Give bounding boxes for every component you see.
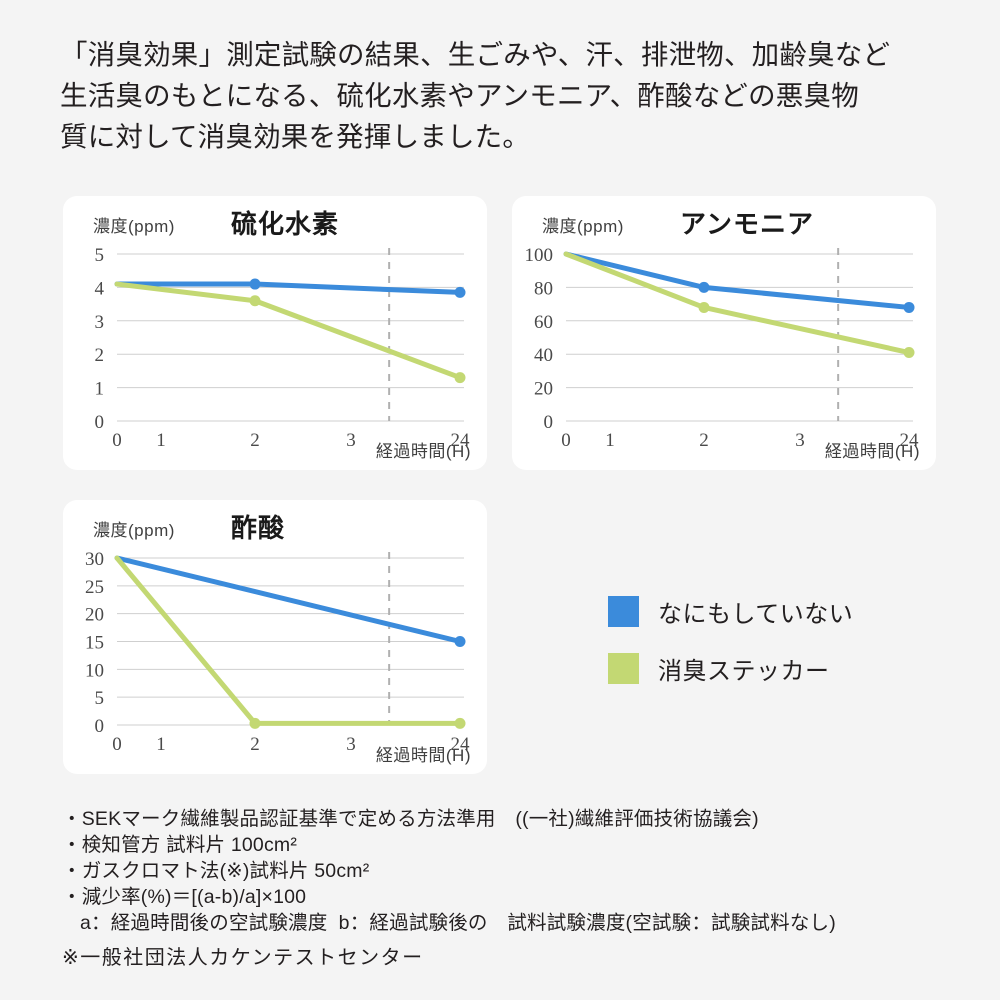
svg-text:0: 0	[112, 734, 122, 755]
svg-text:24: 24	[451, 430, 471, 451]
svg-text:1: 1	[156, 734, 166, 755]
svg-text:24: 24	[451, 734, 471, 755]
svg-text:3: 3	[346, 734, 356, 755]
svg-text:15: 15	[85, 633, 104, 654]
svg-text:0: 0	[95, 412, 105, 433]
legend-label: なにもしていない	[658, 601, 854, 628]
legend-item-deodorant-sticker: 消臭ステッカー	[608, 651, 908, 686]
chart-plot-area: 0 1 2 3 4 5 0 1 2 3 24	[95, 245, 471, 451]
footnote-line: ・減少率(%)＝[(a-b)/a]×100	[62, 886, 307, 908]
chart-plot-area: 0 5 10 15 20 25 30 0 1 2 3 24	[85, 549, 471, 755]
intro-paragraph: 「消臭効果」測定試験の結果、生ごみや、汗、排泄物、加齢臭など 生活臭のもとになる…	[60, 39, 891, 152]
y-axis-unit-label: 濃度(ppm)	[93, 521, 175, 540]
svg-text:24: 24	[900, 430, 920, 451]
chart-card-ammonia: 濃度(ppm) アンモニア 0 20 40 60 80 100 0 1 2 3 24 経過時間(H)	[512, 196, 936, 470]
svg-text:2: 2	[250, 734, 260, 755]
footnote-list: ・SEKマーク繊維製品認証基準で定める方法準用 ((一社)繊維評価技術協議会) …	[62, 806, 952, 936]
y-axis-unit-label: 濃度(ppm)	[542, 217, 624, 236]
svg-text:10: 10	[85, 660, 104, 681]
svg-text:40: 40	[534, 345, 553, 366]
chart-card-hydrogen-sulfide: 濃度(ppm) 硫化水素 0 1 2 3 4 5 0 1 2 3 24 経過時間(H)	[63, 196, 487, 470]
legend-swatch-green	[608, 653, 639, 684]
source-note: ※一般社団法人カケンテストセンター	[62, 947, 424, 969]
chart-title: アンモニア	[680, 209, 814, 239]
footnote-formula-legend: a：経過時間後の空試験濃度 b：経過試験後の 試料試験濃度(空試験：試験試料なし…	[80, 912, 836, 934]
legend-item-untreated: なにもしていない	[608, 594, 908, 629]
chart-title: 硫化水素	[231, 209, 340, 239]
chart-legend: なにもしていない 消臭ステッカー	[608, 594, 908, 708]
chart-title: 酢酸	[231, 513, 286, 543]
svg-text:0: 0	[561, 430, 571, 451]
svg-text:25: 25	[85, 577, 104, 598]
svg-text:60: 60	[534, 312, 553, 333]
footnote-line: ・ガスクロマト法(※)試料片 50cm²	[62, 860, 370, 882]
svg-text:100: 100	[525, 245, 554, 266]
svg-text:20: 20	[534, 379, 553, 400]
x-axis-label: 経過時間(H)	[375, 746, 471, 765]
x-axis-label: 経過時間(H)	[375, 442, 471, 461]
chart-plot-area: 0 20 40 60 80 100 0 1 2 3 24	[525, 245, 920, 451]
footnote-line: ・SEKマーク繊維製品認証基準で定める方法準用 ((一社)繊維評価技術協議会)	[62, 808, 759, 830]
svg-text:1: 1	[95, 379, 105, 400]
svg-text:0: 0	[544, 412, 554, 433]
chart-card-acetic-acid: 濃度(ppm) 酢酸 0 5 10 15 20 25 30 0 1 2 3 24 経過時間(H)	[63, 500, 487, 774]
svg-text:3: 3	[95, 312, 105, 333]
svg-text:0: 0	[112, 430, 122, 451]
footnote-line: ・検知管方 試料片 100cm²	[62, 834, 298, 856]
svg-text:0: 0	[95, 716, 105, 737]
svg-text:1: 1	[156, 430, 166, 451]
svg-text:2: 2	[699, 430, 709, 451]
legend-swatch-blue	[608, 596, 639, 627]
svg-text:2: 2	[250, 430, 260, 451]
svg-text:3: 3	[795, 430, 805, 451]
svg-text:5: 5	[95, 688, 105, 709]
svg-text:5: 5	[95, 245, 105, 266]
svg-text:2: 2	[95, 345, 105, 366]
svg-text:3: 3	[346, 430, 356, 451]
svg-text:30: 30	[85, 549, 104, 570]
x-axis-label: 経過時間(H)	[824, 442, 920, 461]
y-axis-unit-label: 濃度(ppm)	[93, 217, 175, 236]
legend-label: 消臭ステッカー	[658, 658, 830, 685]
svg-text:80: 80	[534, 278, 553, 299]
svg-text:4: 4	[95, 278, 105, 299]
svg-text:1: 1	[605, 430, 615, 451]
svg-text:20: 20	[85, 605, 104, 626]
